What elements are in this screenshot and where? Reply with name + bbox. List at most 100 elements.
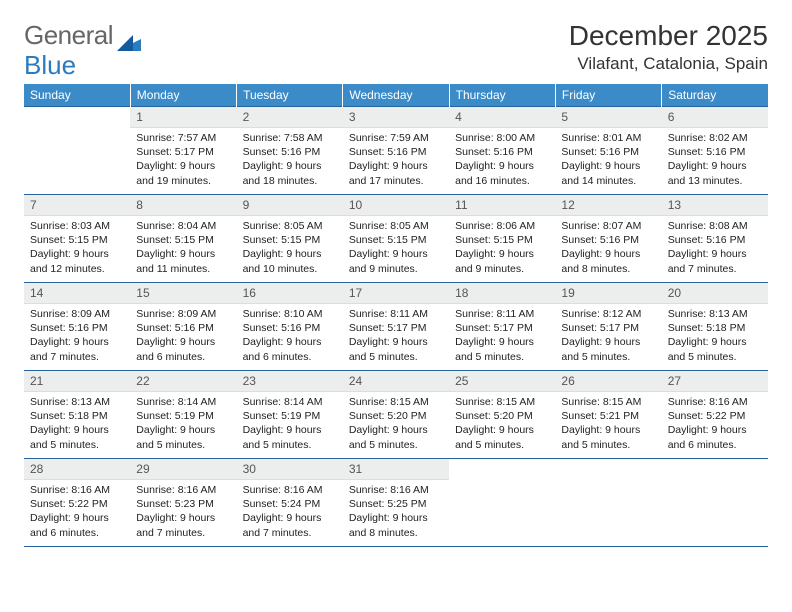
sunset-text: Sunset: 5:17 PM: [455, 321, 549, 335]
calendar-cell: [662, 459, 768, 547]
daylight-text: Daylight: 9 hours and 5 minutes.: [349, 335, 443, 363]
calendar-cell: 18Sunrise: 8:11 AMSunset: 5:17 PMDayligh…: [449, 283, 555, 371]
sunset-text: Sunset: 5:16 PM: [668, 233, 762, 247]
daylight-text: Daylight: 9 hours and 5 minutes.: [455, 423, 549, 451]
calendar-row: 21Sunrise: 8:13 AMSunset: 5:18 PMDayligh…: [24, 371, 768, 459]
sunrise-text: Sunrise: 8:15 AM: [349, 395, 443, 409]
calendar-cell: 28Sunrise: 8:16 AMSunset: 5:22 PMDayligh…: [24, 459, 130, 547]
daylight-text: Daylight: 9 hours and 5 minutes.: [668, 335, 762, 363]
daylight-text: Daylight: 9 hours and 9 minutes.: [455, 247, 549, 275]
sunrise-text: Sunrise: 8:04 AM: [136, 219, 230, 233]
sunrise-text: Sunrise: 8:16 AM: [30, 483, 124, 497]
sunrise-text: Sunrise: 8:05 AM: [243, 219, 337, 233]
day-details: Sunrise: 8:09 AMSunset: 5:16 PMDaylight:…: [130, 304, 236, 368]
daylight-text: Daylight: 9 hours and 7 minutes.: [668, 247, 762, 275]
calendar-cell: 15Sunrise: 8:09 AMSunset: 5:16 PMDayligh…: [130, 283, 236, 371]
calendar-cell: 7Sunrise: 8:03 AMSunset: 5:15 PMDaylight…: [24, 195, 130, 283]
day-number: 5: [555, 107, 661, 128]
day-details: Sunrise: 8:16 AMSunset: 5:23 PMDaylight:…: [130, 480, 236, 544]
sunrise-text: Sunrise: 8:15 AM: [561, 395, 655, 409]
day-number: 15: [130, 283, 236, 304]
sunset-text: Sunset: 5:20 PM: [455, 409, 549, 423]
day-details: Sunrise: 8:11 AMSunset: 5:17 PMDaylight:…: [343, 304, 449, 368]
sunset-text: Sunset: 5:16 PM: [561, 145, 655, 159]
day-details: Sunrise: 8:14 AMSunset: 5:19 PMDaylight:…: [237, 392, 343, 456]
day-number: 2: [237, 107, 343, 128]
sunrise-text: Sunrise: 8:16 AM: [668, 395, 762, 409]
day-details: Sunrise: 7:58 AMSunset: 5:16 PMDaylight:…: [237, 128, 343, 192]
day-number: 8: [130, 195, 236, 216]
daylight-text: Daylight: 9 hours and 7 minutes.: [30, 335, 124, 363]
sunset-text: Sunset: 5:25 PM: [349, 497, 443, 511]
day-details: Sunrise: 8:16 AMSunset: 5:24 PMDaylight:…: [237, 480, 343, 544]
day-details: Sunrise: 8:05 AMSunset: 5:15 PMDaylight:…: [237, 216, 343, 280]
calendar-cell: 6Sunrise: 8:02 AMSunset: 5:16 PMDaylight…: [662, 107, 768, 195]
day-details: Sunrise: 8:13 AMSunset: 5:18 PMDaylight:…: [662, 304, 768, 368]
day-number: 20: [662, 283, 768, 304]
day-number: 31: [343, 459, 449, 480]
day-details: Sunrise: 8:12 AMSunset: 5:17 PMDaylight:…: [555, 304, 661, 368]
day-details: Sunrise: 8:08 AMSunset: 5:16 PMDaylight:…: [662, 216, 768, 280]
day-details: Sunrise: 8:14 AMSunset: 5:19 PMDaylight:…: [130, 392, 236, 456]
daylight-text: Daylight: 9 hours and 5 minutes.: [455, 335, 549, 363]
logo-icon: [117, 27, 141, 45]
day-number: 19: [555, 283, 661, 304]
sunrise-text: Sunrise: 8:16 AM: [136, 483, 230, 497]
day-number: 6: [662, 107, 768, 128]
sunset-text: Sunset: 5:15 PM: [243, 233, 337, 247]
calendar-cell: 13Sunrise: 8:08 AMSunset: 5:16 PMDayligh…: [662, 195, 768, 283]
sunrise-text: Sunrise: 8:09 AM: [136, 307, 230, 321]
sunset-text: Sunset: 5:19 PM: [136, 409, 230, 423]
calendar-cell: 31Sunrise: 8:16 AMSunset: 5:25 PMDayligh…: [343, 459, 449, 547]
day-number: 16: [237, 283, 343, 304]
day-details: Sunrise: 8:03 AMSunset: 5:15 PMDaylight:…: [24, 216, 130, 280]
sunset-text: Sunset: 5:15 PM: [349, 233, 443, 247]
title-block: December 2025 Vilafant, Catalonia, Spain: [569, 20, 768, 74]
day-number: 10: [343, 195, 449, 216]
day-details: Sunrise: 8:09 AMSunset: 5:16 PMDaylight:…: [24, 304, 130, 368]
sunset-text: Sunset: 5:22 PM: [30, 497, 124, 511]
day-number: 7: [24, 195, 130, 216]
weekday-header: Monday: [130, 84, 236, 107]
calendar-cell: 21Sunrise: 8:13 AMSunset: 5:18 PMDayligh…: [24, 371, 130, 459]
calendar-row: 28Sunrise: 8:16 AMSunset: 5:22 PMDayligh…: [24, 459, 768, 547]
day-number: 27: [662, 371, 768, 392]
day-number: 22: [130, 371, 236, 392]
daylight-text: Daylight: 9 hours and 5 minutes.: [561, 335, 655, 363]
day-number: 28: [24, 459, 130, 480]
sunrise-text: Sunrise: 8:16 AM: [243, 483, 337, 497]
calendar-cell: 20Sunrise: 8:13 AMSunset: 5:18 PMDayligh…: [662, 283, 768, 371]
logo-text-1: General: [24, 20, 113, 51]
weekday-header: Tuesday: [237, 84, 343, 107]
sunrise-text: Sunrise: 8:14 AM: [243, 395, 337, 409]
day-details: Sunrise: 8:15 AMSunset: 5:20 PMDaylight:…: [449, 392, 555, 456]
sunset-text: Sunset: 5:16 PM: [668, 145, 762, 159]
day-number: 24: [343, 371, 449, 392]
calendar-cell: 8Sunrise: 8:04 AMSunset: 5:15 PMDaylight…: [130, 195, 236, 283]
sunset-text: Sunset: 5:16 PM: [561, 233, 655, 247]
day-details: Sunrise: 8:10 AMSunset: 5:16 PMDaylight:…: [237, 304, 343, 368]
calendar-cell: 26Sunrise: 8:15 AMSunset: 5:21 PMDayligh…: [555, 371, 661, 459]
sunset-text: Sunset: 5:16 PM: [243, 145, 337, 159]
weekday-header: Wednesday: [343, 84, 449, 107]
sunrise-text: Sunrise: 8:15 AM: [455, 395, 549, 409]
day-details: Sunrise: 7:59 AMSunset: 5:16 PMDaylight:…: [343, 128, 449, 192]
daylight-text: Daylight: 9 hours and 17 minutes.: [349, 159, 443, 187]
sunset-text: Sunset: 5:20 PM: [349, 409, 443, 423]
sunrise-text: Sunrise: 8:05 AM: [349, 219, 443, 233]
day-number: 12: [555, 195, 661, 216]
daylight-text: Daylight: 9 hours and 12 minutes.: [30, 247, 124, 275]
calendar-cell: 24Sunrise: 8:15 AMSunset: 5:20 PMDayligh…: [343, 371, 449, 459]
sunset-text: Sunset: 5:16 PM: [455, 145, 549, 159]
day-number: 13: [662, 195, 768, 216]
sunset-text: Sunset: 5:22 PM: [668, 409, 762, 423]
daylight-text: Daylight: 9 hours and 5 minutes.: [136, 423, 230, 451]
daylight-text: Daylight: 9 hours and 11 minutes.: [136, 247, 230, 275]
calendar-cell: 27Sunrise: 8:16 AMSunset: 5:22 PMDayligh…: [662, 371, 768, 459]
day-number: 9: [237, 195, 343, 216]
sunrise-text: Sunrise: 8:16 AM: [349, 483, 443, 497]
daylight-text: Daylight: 9 hours and 10 minutes.: [243, 247, 337, 275]
day-details: Sunrise: 8:00 AMSunset: 5:16 PMDaylight:…: [449, 128, 555, 192]
month-title: December 2025: [569, 20, 768, 52]
day-details: Sunrise: 8:06 AMSunset: 5:15 PMDaylight:…: [449, 216, 555, 280]
